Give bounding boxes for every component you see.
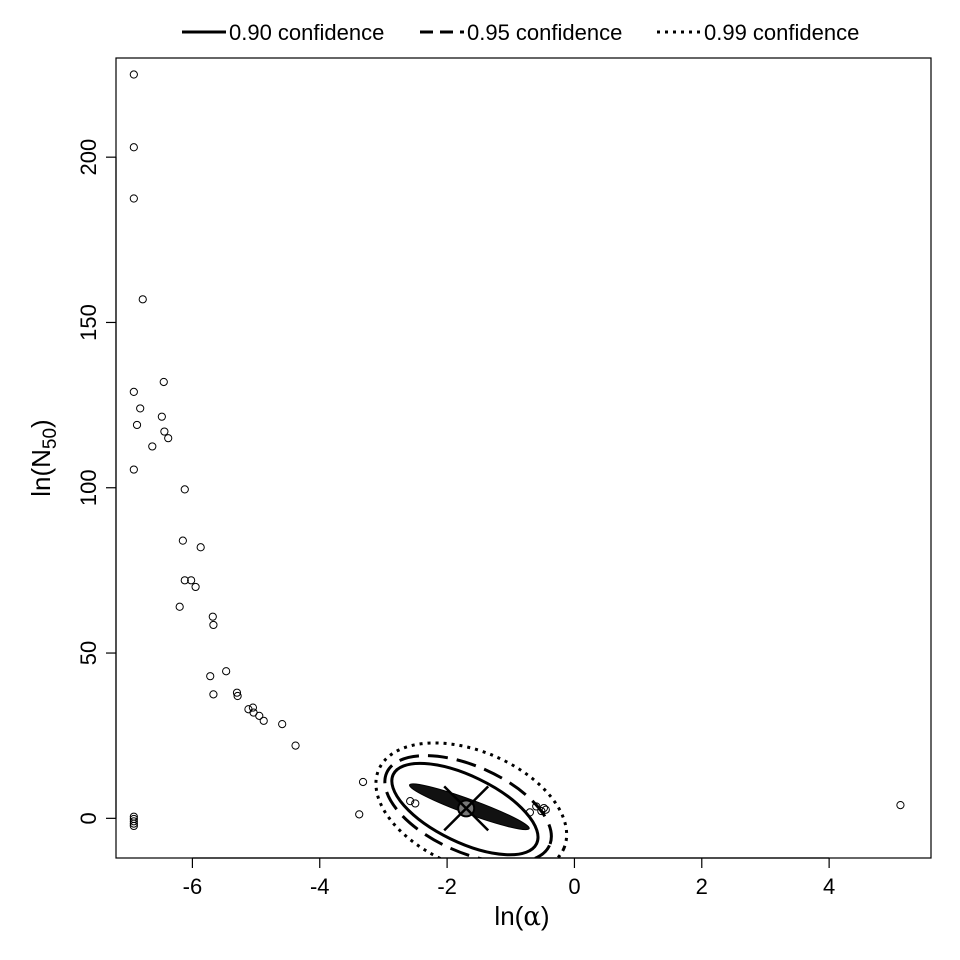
x-axis-title: ln(α) (494, 901, 549, 932)
plot-frame (115, 57, 932, 859)
data-point (132, 420, 142, 430)
data-point (148, 442, 157, 451)
data-point (208, 612, 217, 621)
data-point (180, 576, 189, 585)
data-point (278, 720, 287, 729)
data-point (896, 801, 905, 810)
data-point (129, 194, 138, 203)
data-point (539, 803, 548, 813)
data-point (255, 711, 264, 720)
data-point (209, 690, 218, 699)
x-tick-label: -4 (310, 874, 330, 899)
data-point (129, 465, 138, 474)
legend: 0.90 confidence 0.95 confidence 0.99 con… (182, 20, 859, 45)
y-axis: 0 50 100 150 200 (76, 139, 117, 824)
confidence-ellipse-0.99 (374, 741, 569, 858)
plot-area (129, 70, 905, 858)
data-point (233, 691, 242, 701)
data-point (406, 797, 415, 806)
y-tick-label: 150 (76, 304, 101, 341)
data-point (129, 70, 138, 79)
data-point (232, 688, 242, 697)
data-point (209, 620, 218, 630)
mle-cross-b (443, 785, 490, 832)
data-point (355, 810, 364, 819)
confidence-ellipse-0.95 (383, 754, 553, 858)
y-axis-title-subscript: 50 (40, 428, 61, 449)
data-point (532, 802, 541, 811)
scatter-points (129, 70, 905, 831)
data-point (129, 387, 138, 396)
data-point (157, 412, 166, 421)
data-point (222, 667, 231, 676)
data-point (129, 821, 138, 831)
data-point (164, 434, 173, 443)
data-point (248, 703, 257, 712)
data-point (175, 602, 184, 611)
x-tick-label: 0 (568, 874, 580, 899)
data-point (411, 799, 420, 808)
legend-label-0.95: 0.95 confidence (467, 20, 622, 45)
legend-label-0.90: 0.90 confidence (229, 20, 384, 45)
y-axis-title: ln(N50) (26, 419, 61, 496)
data-point (178, 536, 187, 545)
x-tick-label: -6 (183, 874, 203, 899)
data-point (291, 741, 300, 750)
legend-label-0.99: 0.99 confidence (704, 20, 859, 45)
data-point (129, 812, 138, 821)
y-tick-label: 50 (76, 641, 101, 665)
y-axis-title-text: ln(N (26, 449, 56, 497)
x-axis-title-symbol: α (523, 902, 541, 932)
data-point (541, 805, 550, 814)
y-tick-label: 0 (76, 812, 101, 824)
data-point (180, 485, 189, 494)
data-point (525, 808, 534, 817)
x-axis-title-close: ) (541, 901, 550, 931)
data-point (206, 672, 215, 681)
mle-marker (443, 785, 490, 832)
y-axis-title-close: ) (26, 419, 56, 428)
data-point (244, 705, 253, 714)
x-tick-label: 2 (696, 874, 708, 899)
data-point (537, 806, 546, 816)
data-point (138, 295, 147, 304)
x-tick-label: 4 (823, 874, 835, 899)
data-point (129, 817, 138, 826)
y-tick-label: 200 (76, 139, 101, 176)
y-tick-label: 100 (76, 469, 101, 506)
confidence-ellipse-0.9 (390, 761, 540, 857)
data-point (191, 582, 200, 592)
data-point (259, 716, 268, 725)
data-point (136, 404, 145, 413)
data-point (187, 576, 196, 585)
x-tick-label: -2 (437, 874, 457, 899)
data-point (358, 777, 368, 787)
x-axis-title-text: ln( (494, 901, 523, 931)
data-point (160, 427, 169, 436)
data-point (196, 543, 205, 552)
data-point (129, 143, 138, 152)
data-point (159, 377, 168, 387)
x-axis: -6 -4 -2 0 2 4 (183, 857, 835, 899)
